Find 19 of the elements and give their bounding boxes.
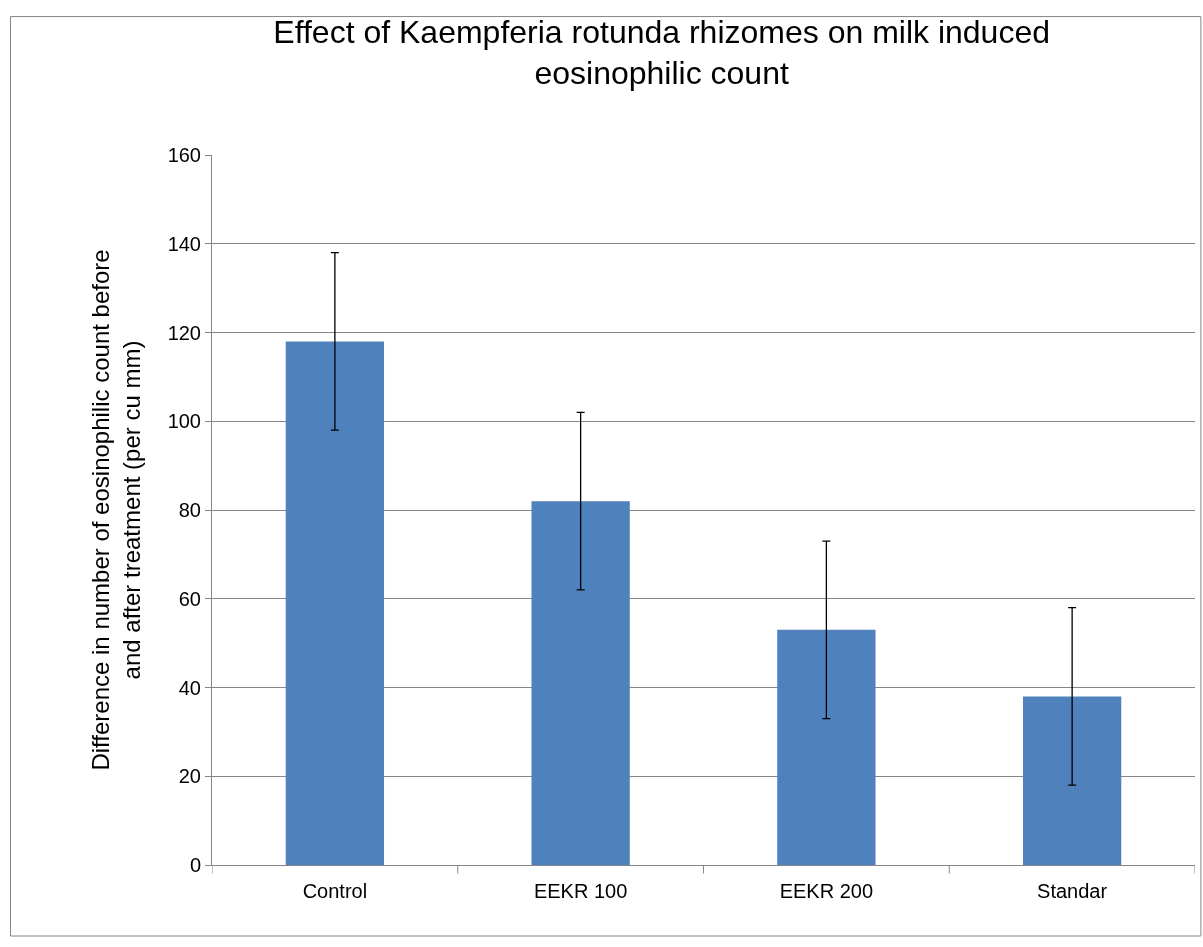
y-tick-label: 80	[178, 499, 201, 521]
y-tick-label: 20	[178, 765, 201, 788]
y-tick-label: 100	[167, 410, 201, 433]
chart-title: Effect of Kaempferia rotunda rhizomes on milk induced eosinophilic count	[273, 13, 1050, 92]
y-tick-label: 120	[167, 321, 201, 344]
bar	[777, 629, 876, 865]
y-tick-label: 0	[189, 854, 201, 876]
x-tick-label: Control	[302, 880, 368, 902]
y-tick-label: 60	[178, 587, 201, 610]
y-tick-label: 140	[167, 232, 201, 255]
x-tick-label: Standar	[1037, 880, 1108, 902]
y-axis-title: Difference in number of eosinophilic count before and after treatment (per cu mm)	[86, 249, 145, 771]
bar	[1022, 696, 1122, 865]
x-tick-label: EEKR 100	[533, 880, 628, 902]
bar	[285, 341, 385, 865]
y-tick-label: 160	[167, 144, 201, 166]
y-tick-label: 40	[178, 676, 201, 699]
bar	[531, 501, 630, 865]
x-tick-label: EEKR 200	[779, 880, 874, 902]
